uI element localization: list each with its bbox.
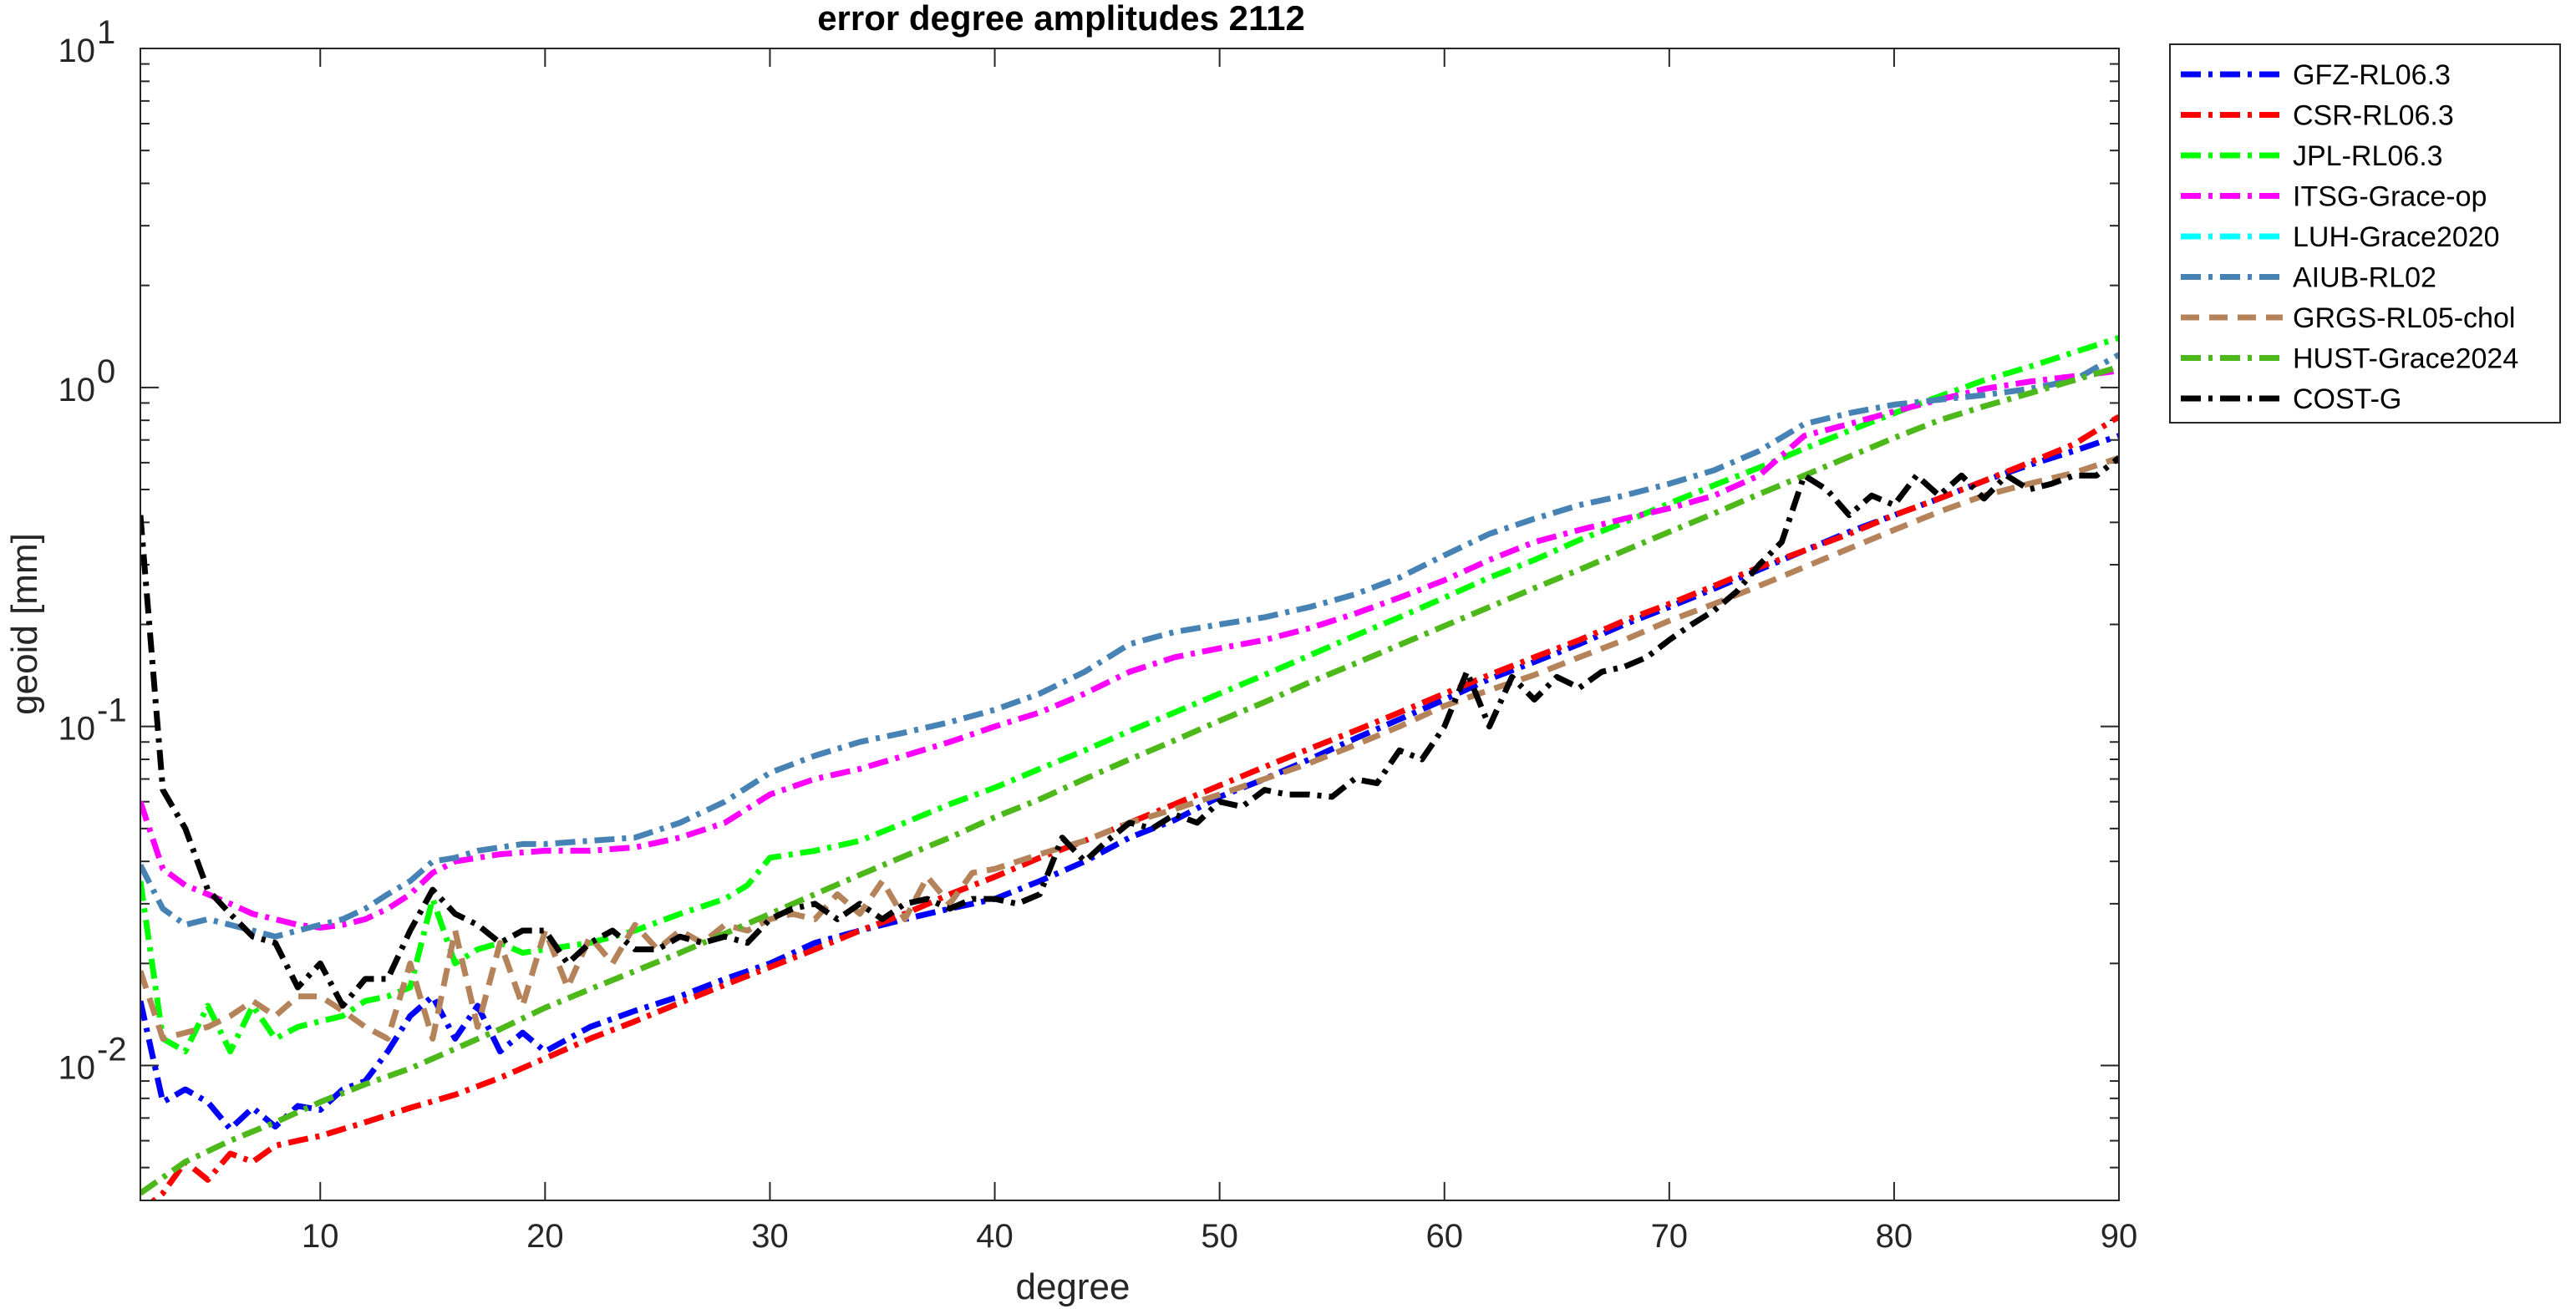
y-tick-label: 10 -1 [58, 693, 127, 748]
x-tick-label: 90 [2101, 1218, 2138, 1255]
x-tick-label: 20 [526, 1218, 564, 1255]
y-tick-exp: 1 [97, 14, 115, 51]
chart-title: error degree amplitudes 2112 [817, 0, 1305, 38]
y-tick-base: 10 [58, 711, 96, 748]
x-tick-label: 70 [1651, 1218, 1689, 1255]
legend-entry: AIUB-RL02 [2181, 262, 2436, 294]
x-tick-label: 50 [1201, 1218, 1238, 1255]
legend-label: ITSG-Grace-op [2293, 181, 2487, 213]
legend-label: GFZ-RL06.3 [2293, 59, 2451, 91]
x-tick-label: 30 [751, 1218, 789, 1255]
y-tick-label: 10 -2 [58, 1032, 127, 1087]
x-tick-labels: 10 20 30 40 50 60 70 80 90 [302, 1218, 2137, 1255]
legend-entry: COST-G [2181, 383, 2401, 415]
y-tick-base: 10 [58, 1050, 96, 1087]
y-tick-exp: 0 [97, 353, 115, 390]
series-layer [140, 335, 2119, 1200]
x-tick-label: 10 [302, 1218, 339, 1255]
series-line-grgs-rl05-chol [140, 454, 2119, 1042]
x-tick-label: 40 [976, 1218, 1014, 1255]
y-tick-base: 10 [58, 33, 96, 69]
series-line-jpl-rl06-3 [140, 335, 2119, 1055]
legend-entry: CSR-RL06.3 [2181, 100, 2454, 132]
plot-border [140, 48, 2120, 1201]
x-tick-label: 80 [1876, 1218, 1913, 1255]
legend-label: AIUB-RL02 [2293, 262, 2436, 294]
legend-entry: ITSG-Grace-op [2181, 181, 2487, 213]
legend-label: COST-G [2293, 383, 2401, 415]
series-line-cost-g [140, 455, 2119, 1009]
y-tick-label: 10 0 [58, 353, 116, 408]
y-tick-exp: -1 [97, 693, 127, 729]
legend-entry: GFZ-RL06.3 [2181, 59, 2451, 91]
legend-label: JPL-RL06.3 [2293, 140, 2443, 172]
legend: GFZ-RL06.3 CSR-RL06.3 JPL-RL06.3 ITSG-Grace… [2169, 43, 2561, 424]
legend-entry: HUST-Grace2024 [2181, 343, 2518, 375]
y-tick-label: 10 1 [58, 14, 116, 69]
x-tick-label: 60 [1425, 1218, 1463, 1255]
legend-label: HUST-Grace2024 [2293, 343, 2518, 375]
legend-label: GRGS-RL05-chol [2293, 302, 2515, 334]
plot-area [140, 48, 2119, 1200]
series-line-itsg-grace-op [140, 368, 2119, 931]
legend-entry: LUH-Grace2020 [2181, 221, 2500, 253]
legend-label: CSR-RL06.3 [2293, 100, 2454, 132]
y-axis-label: geoid [mm] [4, 533, 45, 715]
legend-label: LUH-Grace2020 [2293, 221, 2500, 253]
series-line-hust-grace2024 [140, 363, 2119, 1196]
x-axis-label: degree [1015, 1266, 1130, 1307]
legend-entry: JPL-RL06.3 [2181, 140, 2443, 172]
minor-ticks [140, 63, 2119, 1201]
y-tick-base: 10 [58, 372, 96, 408]
y-tick-exp: -2 [97, 1032, 127, 1068]
series-line-aiub-rl02 [140, 352, 2119, 940]
legend-entry: GRGS-RL05-chol [2181, 302, 2515, 334]
